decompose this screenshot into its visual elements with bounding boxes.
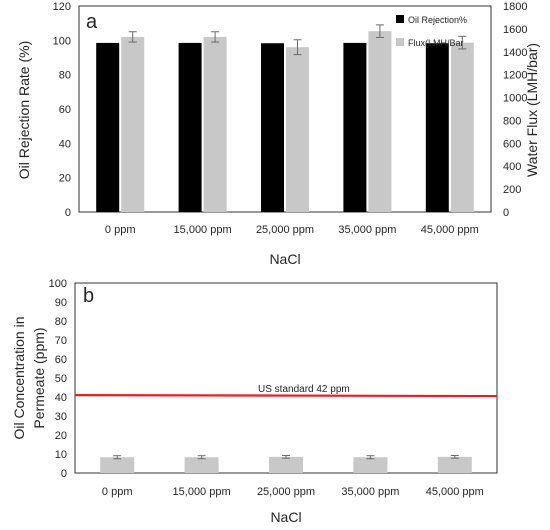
y-right-tick-label: 1000 bbox=[503, 93, 527, 105]
panel-a-chart: 0204060801001200200400600800100012001400… bbox=[16, 1, 540, 267]
x-tick-label: 15,000 ppm bbox=[174, 224, 232, 236]
bar-flux bbox=[203, 36, 227, 213]
us-standard-label: US standard 42 ppm bbox=[258, 384, 350, 395]
plot-area-frame bbox=[74, 282, 498, 474]
x-tick-label: 0 ppm bbox=[105, 224, 136, 236]
y-tick-label: 60 bbox=[55, 354, 67, 366]
y-tick-label: 80 bbox=[59, 70, 71, 82]
bar-oil-concentration bbox=[100, 457, 135, 473]
panel-label-a: a bbox=[86, 11, 98, 33]
panel-b-chart: 0 10 20 30 40 50 60 70 80 90 100 0 ppm 15,000 ppm 25,… bbox=[11, 278, 498, 525]
y-right-tick-label: 600 bbox=[503, 138, 521, 150]
y-right-tick-label: 0 bbox=[503, 207, 509, 219]
y-tick-label: 90 bbox=[55, 297, 67, 309]
y-tick-label: 0 bbox=[65, 207, 71, 219]
y-axis-title: Oil Rejection Rate (%) bbox=[16, 41, 32, 180]
y-right-tick-label: 1800 bbox=[503, 1, 527, 13]
legend-label-flux: Flux(LMH/Bar bbox=[408, 38, 464, 48]
x-tick-label: 25,000 ppm bbox=[257, 486, 315, 498]
y-right-tick-label: 1400 bbox=[503, 47, 527, 59]
y-axis-title: Oil Concentration in Permeate (ppm) bbox=[11, 317, 47, 440]
x-tick-label: 0 ppm bbox=[102, 486, 133, 498]
bar-oil-concentration bbox=[184, 457, 219, 473]
bar-flux bbox=[368, 31, 392, 212]
x-tick-label: 25,000 ppm bbox=[256, 224, 314, 236]
y-tick-label: 40 bbox=[55, 392, 67, 404]
x-tick-label: 45,000 ppm bbox=[421, 224, 479, 236]
x-axis-title: NaCl bbox=[269, 251, 300, 267]
y-tick-label: 100 bbox=[49, 278, 67, 290]
bar-oil-rejection bbox=[96, 42, 120, 213]
y-right-tick-label: 200 bbox=[503, 184, 521, 196]
y-axis-title-line-1: Oil Concentration in bbox=[11, 317, 27, 440]
y-tick-label: 0 bbox=[61, 468, 67, 480]
y-tick-label: 20 bbox=[55, 430, 67, 442]
bar-oil-concentration bbox=[353, 457, 388, 473]
bar-oil-rejection bbox=[178, 42, 202, 213]
legend-swatch-flux bbox=[396, 38, 404, 46]
y-tick-label: 40 bbox=[59, 138, 71, 150]
x-tick-label: 35,000 ppm bbox=[338, 224, 396, 236]
plot-area-frame bbox=[78, 5, 492, 213]
y-tick-label: 50 bbox=[55, 373, 67, 385]
y-tick-label: 30 bbox=[55, 411, 67, 423]
bar-flux bbox=[450, 42, 474, 212]
legend-swatch-oil-rejection bbox=[396, 15, 404, 23]
bar-oil-concentration bbox=[269, 456, 303, 473]
y-right-axis-title: Water Flux (LMH/bar) bbox=[524, 43, 540, 177]
y-tick-label: 80 bbox=[55, 316, 67, 328]
y-right-tick-label: 1600 bbox=[503, 24, 527, 36]
us-standard-line bbox=[74, 394, 498, 398]
x-tick-label: 35,000 ppm bbox=[341, 486, 399, 498]
y-axis-title-line-2: Permeate (ppm) bbox=[31, 327, 47, 428]
bar-oil-rejection bbox=[261, 43, 284, 213]
y-tick-label: 120 bbox=[53, 1, 71, 13]
x-tick-label: 45,000 ppm bbox=[426, 486, 484, 498]
y-tick-label: 70 bbox=[55, 335, 67, 347]
bar-oil-rejection bbox=[425, 43, 449, 213]
y-right-tick-label: 800 bbox=[503, 115, 521, 127]
bar-oil-concentration bbox=[437, 456, 472, 473]
y-tick-label: 10 bbox=[55, 449, 67, 461]
bar-oil-rejection bbox=[343, 42, 367, 213]
legend-label-oil-rejection: Oil Rejection% bbox=[408, 15, 467, 25]
y-tick-label: 60 bbox=[59, 104, 71, 116]
panel-label-b: b bbox=[83, 285, 94, 307]
y-tick-label: 100 bbox=[53, 35, 71, 47]
y-tick-label: 20 bbox=[59, 173, 71, 185]
bar-flux bbox=[121, 36, 145, 213]
y-right-tick-label: 1200 bbox=[503, 70, 527, 82]
bar-flux bbox=[286, 47, 309, 213]
y-right-tick-label: 400 bbox=[503, 161, 521, 173]
x-tick-label: 15,000 ppm bbox=[173, 486, 231, 498]
x-axis-title: NaCl bbox=[270, 509, 301, 525]
